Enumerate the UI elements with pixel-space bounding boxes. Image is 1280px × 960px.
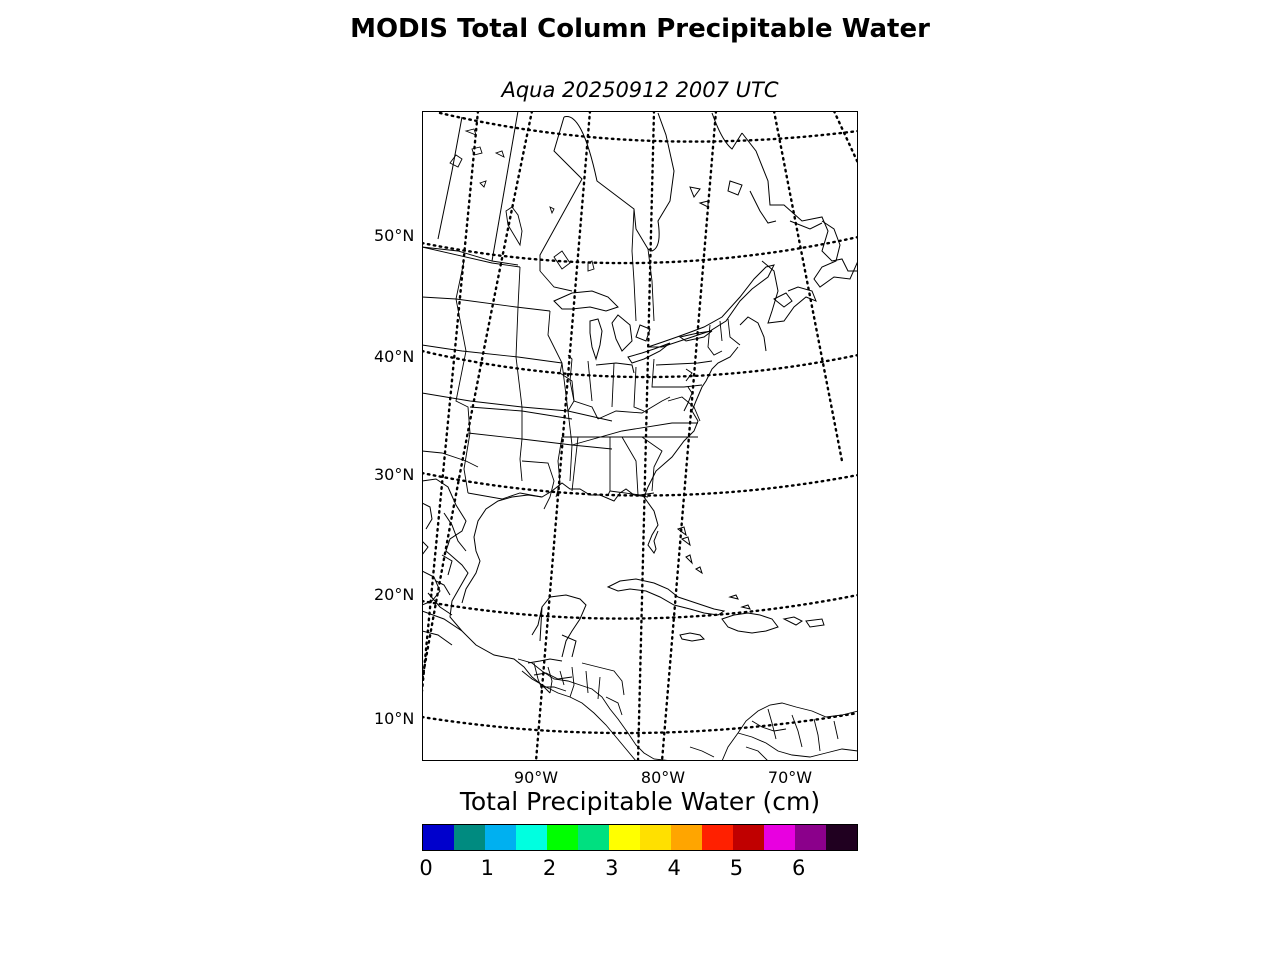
colorbar-segment [454,825,485,850]
colorbar-tick-label: 3 [605,856,619,880]
colorbar-tick-label: 0 [419,856,433,880]
lon-label-80w: 80°W [640,768,686,787]
map-subtitle: Aqua 20250912 2007 UTC [501,78,779,102]
colorbar-segment [826,825,857,850]
colorbar-tick-label: 4 [667,856,681,880]
great-lakes [553,290,713,374]
colorbar-segment [795,825,826,850]
canada-province-lines [422,208,655,322]
colorbar-segment [485,825,516,850]
lat-label-40n: 40°N [374,347,415,366]
coastline-us-east [461,346,739,604]
coastline-maritimes [647,220,858,352]
coastline-mexico [422,478,587,694]
colorbar-segment [609,825,640,850]
colorbar-tick-label: 2 [542,856,557,880]
lat-label-50n: 50°N [374,226,415,245]
lat-label-10n: 10°N [374,709,415,728]
colorbar-segment [702,825,733,850]
us-state-boundaries [422,246,741,510]
lat-label-20n: 20°N [374,585,415,604]
colorbar-segment [764,825,795,850]
coastline-islands-north [449,128,595,272]
colorbar-title: Total Precipitable Water (cm) [459,787,821,816]
coastline-caribbean [606,526,825,642]
colorbar-segment [547,825,578,850]
colorbar-tick-label: 5 [729,856,744,880]
colorbar-segment [423,825,454,850]
colorbar-tick-label: 6 [792,856,806,880]
lat-label-30n: 30°N [374,465,415,484]
coastline-canada [437,111,858,272]
colorbar [422,824,858,851]
coastline-central-america [517,658,673,761]
graticule-meridians [422,111,858,761]
colorbar-segment [671,825,702,850]
colorbar-segment [516,825,547,850]
lon-label-70w: 70°W [767,768,813,787]
graticule-parallels [422,111,858,735]
coastline-south-america [689,702,858,761]
colorbar-segment [733,825,764,850]
colorbar-tick-label: 1 [480,856,494,880]
colorbar-segment [578,825,609,850]
lon-label-90w: 90°W [513,768,559,787]
map-panel [422,111,858,761]
colorbar-segment [640,825,671,850]
map-title: MODIS Total Column Precipitable Water [350,14,930,44]
